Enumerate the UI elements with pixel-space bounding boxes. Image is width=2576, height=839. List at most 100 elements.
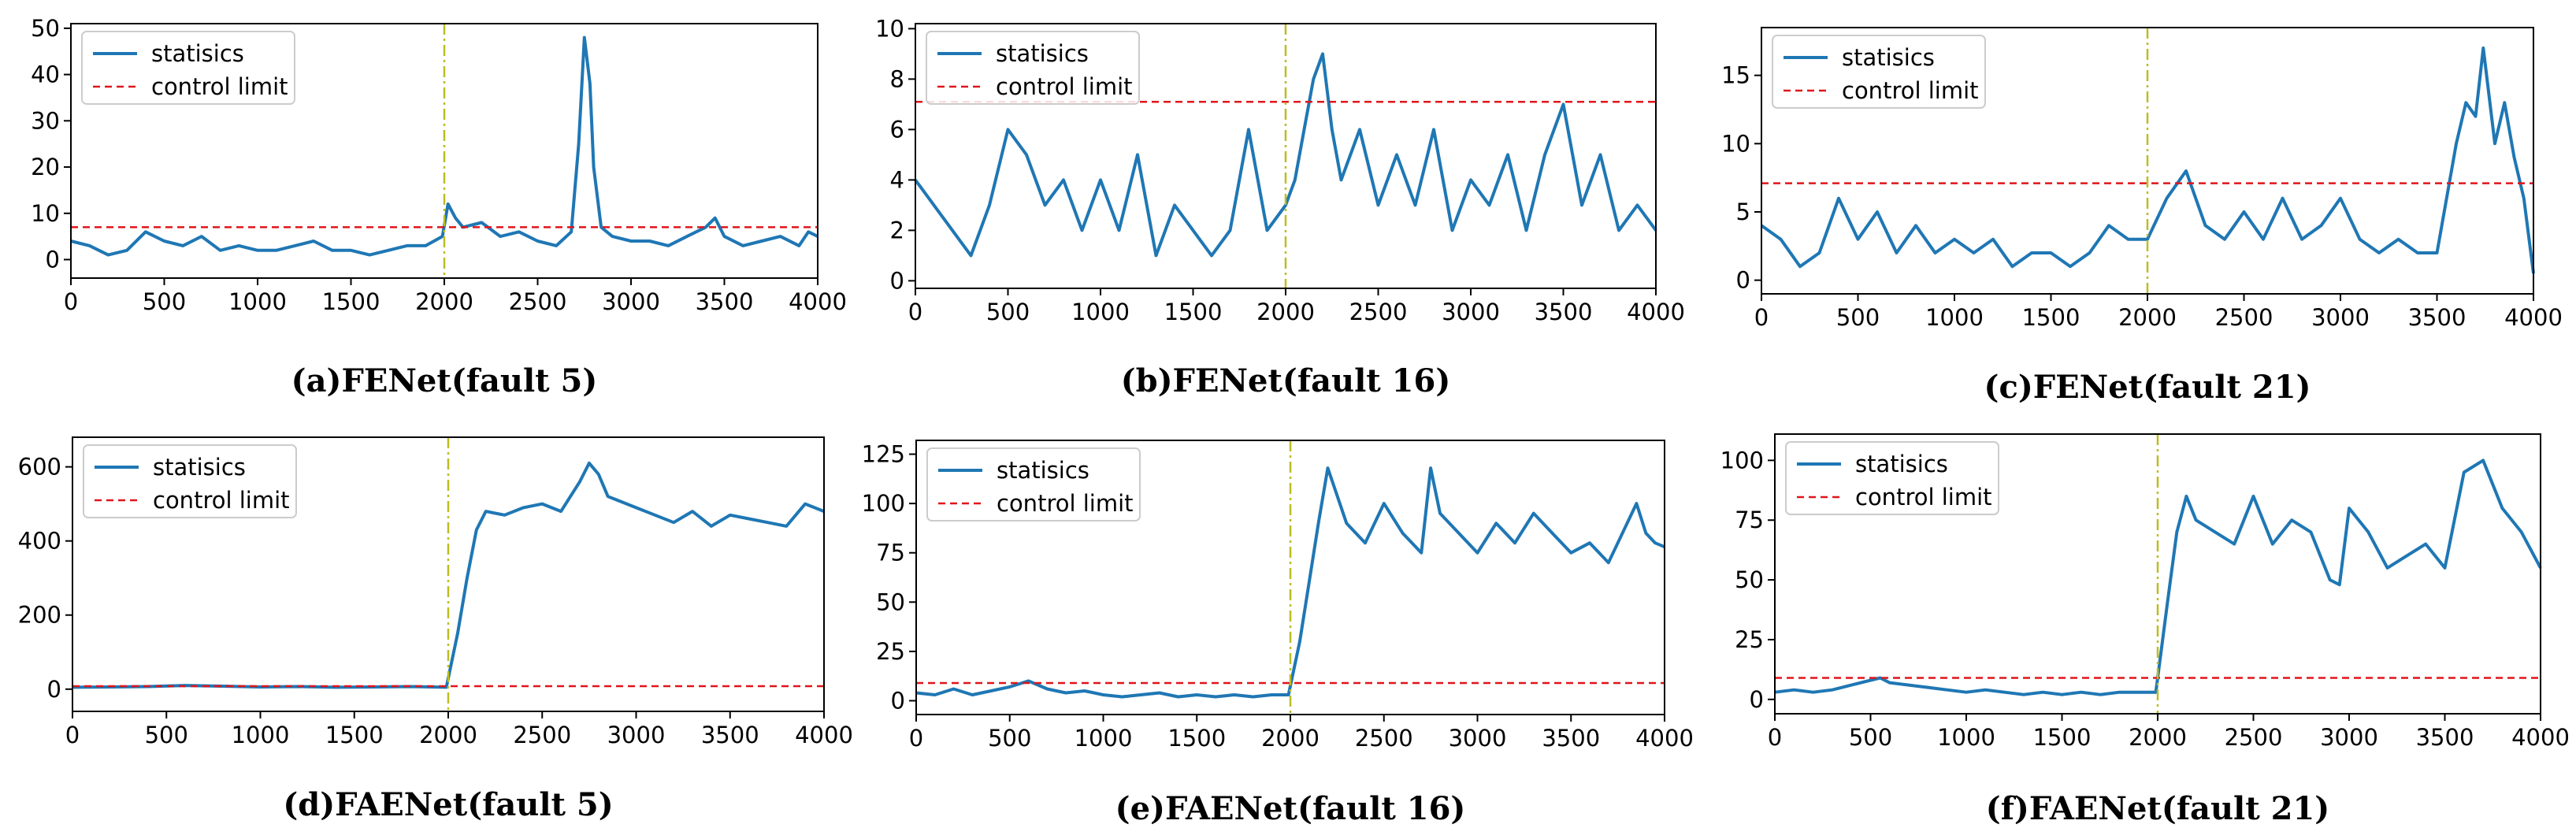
y-tick-label: 0	[1736, 267, 1750, 294]
x-tick-label: 2500	[513, 722, 571, 748]
y-tick-label: 75	[1735, 507, 1764, 533]
y-tick-label: 50	[1735, 566, 1764, 593]
x-tick-label: 3500	[2416, 724, 2474, 751]
y-tick-label: 2	[890, 217, 904, 243]
y-tick-label: 4	[890, 166, 904, 193]
statistic-series-line	[1774, 458, 2542, 696]
y-tick-label: 100	[862, 490, 905, 517]
x-tick-label: 2000	[419, 722, 477, 748]
chart-panel: 0 500 1000 1500 2000 2500 3000 3500 4000 0 5 10 15 st…	[1721, 27, 2563, 406]
x-tick-label: 4000	[789, 288, 847, 315]
x-tick-label: 1000	[232, 722, 290, 748]
x-tick-label: 500	[1849, 724, 1892, 751]
x-tick-label: 2000	[2118, 304, 2177, 331]
statistic-series-line	[1760, 46, 2535, 274]
legend-statistic-label: statisics	[1842, 44, 1935, 71]
y-tick-label: 10	[875, 15, 904, 42]
statistic-series-line	[915, 466, 1665, 699]
statistic-series-line	[914, 52, 1657, 258]
x-tick-label: 0	[1754, 304, 1769, 331]
y-tick-label: 0	[46, 247, 60, 273]
legend-control-limit-label: control limit	[996, 73, 1133, 100]
x-tick-label: 2000	[1261, 725, 1320, 752]
x-tick-label: 3500	[701, 722, 759, 748]
x-tick-label: 2500	[1349, 299, 1408, 325]
x-tick-label: 1500	[325, 722, 384, 748]
x-tick-label: 1500	[1167, 725, 1226, 752]
x-tick-label: 2000	[415, 288, 473, 315]
chart-panel: 0 500 1000 1500 2000 2500 3000 3500 4000 0 2 4 6 8 10 s…	[875, 15, 1685, 399]
x-tick-label: 4000	[795, 722, 853, 748]
legend-statistic-label: statisics	[997, 457, 1089, 484]
y-tick-label: 50	[31, 15, 60, 42]
y-tick-label: 125	[862, 441, 905, 468]
x-tick-label: 4000	[1627, 299, 1685, 325]
x-tick-label: 3000	[1449, 725, 1507, 752]
x-tick-label: 1000	[1071, 299, 1130, 325]
x-tick-label: 0	[908, 299, 922, 325]
x-tick-label: 0	[65, 722, 80, 748]
y-tick-label: 0	[47, 676, 61, 703]
y-tick-label: 100	[1720, 447, 1764, 473]
x-tick-label: 0	[1768, 724, 1782, 751]
x-tick-label: 2500	[2225, 724, 2283, 751]
x-tick-label: 4000	[1635, 725, 1694, 752]
legend-statistic-label: statisics	[1855, 451, 1948, 477]
y-tick-label: 6	[890, 116, 904, 143]
x-tick-label: 3000	[607, 722, 666, 748]
legend-control-limit-label: control limit	[1842, 77, 1979, 104]
y-tick-label: 0	[891, 687, 905, 714]
x-tick-label: 4000	[2504, 304, 2563, 331]
y-tick-label: 8	[890, 65, 904, 92]
x-tick-label: 0	[909, 725, 923, 752]
legend-statistic-label: statisics	[996, 40, 1089, 67]
y-tick-label: 10	[1721, 130, 1750, 157]
panel-caption: (f)FAENet(fault 21)	[1986, 790, 2329, 827]
x-tick-label: 1500	[2022, 304, 2080, 331]
y-tick-label: 50	[876, 588, 905, 615]
x-tick-label: 1500	[1164, 299, 1223, 325]
x-tick-label: 2000	[2129, 724, 2187, 751]
y-tick-label: 5	[1736, 199, 1750, 225]
legend-control-limit-label: control limit	[997, 490, 1134, 517]
panel-caption: (b)FENet(fault 16)	[1121, 362, 1451, 399]
x-tick-label: 3000	[2320, 724, 2378, 751]
y-tick-label: 400	[18, 528, 61, 555]
chart-panel: 0 500 1000 1500 2000 2500 3000 3500 4000 0 200 400 6…	[18, 436, 853, 823]
legend-statistic-label: statisics	[151, 40, 244, 67]
y-tick-label: 15	[1721, 62, 1750, 89]
y-tick-label: 200	[18, 602, 61, 629]
legend-control-limit-label: control limit	[1855, 484, 1992, 510]
statistic-series-line	[70, 35, 818, 257]
x-tick-label: 3000	[2311, 304, 2370, 331]
y-tick-label: 25	[1735, 626, 1764, 653]
x-tick-label: 3500	[1542, 725, 1600, 752]
x-tick-label: 4000	[2511, 724, 2570, 751]
x-tick-label: 500	[1836, 304, 1880, 331]
x-tick-label: 3000	[602, 288, 660, 315]
x-tick-label: 3500	[2408, 304, 2467, 331]
chart-panel: 0 500 1000 1500 2000 2500 3000 3500 4000 0 10 20 30 4…	[31, 15, 847, 399]
x-tick-label: 1000	[1925, 304, 1984, 331]
x-tick-label: 3500	[1535, 299, 1593, 325]
x-tick-label: 1000	[228, 288, 287, 315]
legend-control-limit-label: control limit	[153, 487, 290, 514]
panel-caption: (e)FAENet(fault 16)	[1115, 790, 1466, 827]
y-tick-label: 40	[31, 61, 60, 88]
x-tick-label: 3500	[696, 288, 754, 315]
x-tick-label: 1000	[1937, 724, 1995, 751]
x-tick-label: 1500	[2033, 724, 2092, 751]
panel-caption: (c)FENet(fault 21)	[1984, 369, 2311, 406]
x-tick-label: 3000	[1442, 299, 1500, 325]
x-tick-label: 2500	[509, 288, 567, 315]
chart-panel: 0 500 1000 1500 2000 2500 3000 3500 4000 0 25 50 75 1…	[862, 440, 1694, 827]
x-tick-label: 1000	[1075, 725, 1133, 752]
x-tick-label: 0	[64, 288, 78, 315]
x-tick-label: 500	[145, 722, 188, 748]
chart-panel: 0 500 1000 1500 2000 2500 3000 3500 4000 0 25 50 75 1…	[1720, 433, 2570, 827]
y-tick-label: 30	[31, 107, 60, 134]
y-tick-label: 0	[890, 267, 904, 294]
legend-statistic-label: statisics	[153, 454, 246, 481]
x-tick-label: 2500	[2215, 304, 2273, 331]
